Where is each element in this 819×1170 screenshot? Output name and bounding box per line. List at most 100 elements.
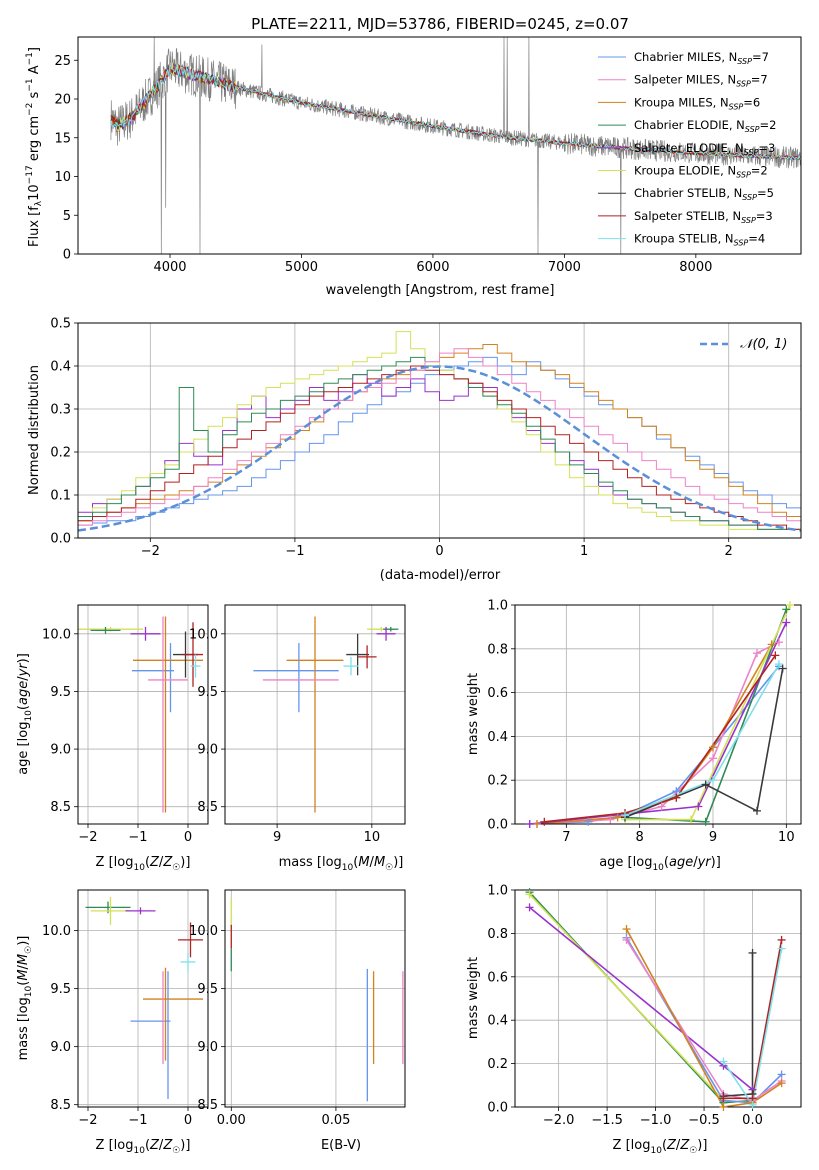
x-tick-label: −1	[128, 830, 147, 845]
y-tick-label: 0.3	[50, 403, 71, 418]
weight-line-7	[544, 654, 776, 823]
errorbar-point-1	[90, 896, 131, 925]
y-tick-label: 0.0	[487, 818, 508, 833]
x-tick-label: −2	[141, 544, 160, 559]
grid-lines	[225, 890, 405, 1107]
y-tick-label: 0.0	[487, 1101, 508, 1116]
age-vs-mass-x-label: mass [log10(M/M☉)]	[279, 855, 404, 873]
y-tick-label: 10.0	[42, 924, 71, 939]
spectrum-title: PLATE=2211, MJD=53786, FIBERID=0245, z=0…	[251, 15, 629, 33]
y-tick-label: 0.4	[50, 360, 71, 375]
x-tick-label: 1	[580, 544, 588, 559]
histogram-legend: 𝒩(0, 1)	[700, 337, 787, 352]
weight-vs-age-x-label: age [log10(age/yr)]	[599, 855, 721, 873]
histogram-step-6	[78, 348, 801, 526]
plus-marker	[584, 817, 593, 826]
plus-marker	[687, 815, 695, 824]
mass-vs-ebv-x-label: E(B-V)	[321, 1138, 361, 1153]
y-tick-label: 0.8	[487, 927, 508, 942]
plus-marker	[775, 660, 783, 669]
axes-frame	[224, 604, 406, 825]
y-tick-label: 0.6	[487, 686, 508, 701]
plus-marker	[701, 780, 710, 789]
axes-frame	[77, 36, 802, 255]
x-tick-label: −2	[78, 830, 97, 845]
errorbar-point-9	[357, 645, 377, 669]
legend-label-7: Salpeter STELIB, NSSP=3	[634, 209, 773, 225]
weight-line-2	[528, 906, 754, 1091]
x-tick-label: 4000	[153, 260, 186, 275]
plus-marker	[606, 815, 615, 824]
errorbar-point-10	[183, 622, 203, 687]
plus-marker	[782, 605, 791, 614]
y-tick-label: 15	[54, 131, 71, 146]
y-tick-label: 0.4	[487, 730, 508, 745]
legend-label-3: Chabrier ELODIE, NSSP=2	[634, 118, 776, 134]
legend-label-5: Kroupa ELODIE, NSSP=2	[634, 164, 768, 180]
data-layer	[253, 616, 399, 813]
y-tick-label: 0.8	[487, 642, 508, 657]
mass-vs-z-x-label: Z [log10(Z/Z☉)]	[96, 1138, 191, 1156]
histogram-plot-area: −2 −1 0 1 2 0.0 0.1 0.2 0.3 0.4 0.5	[50, 317, 802, 559]
weight-line-5	[625, 928, 783, 1107]
mass-vs-ebv-plot-area: 0.00 0.05 8.5 9.0 9.5 10.0	[189, 889, 406, 1128]
mass-vs-ebv-panel: 0.00 0.05 8.5 9.0 9.5 10.0 E(B-V)	[189, 889, 406, 1153]
plus-marker	[786, 601, 794, 609]
y-tick-label: 9.5	[197, 685, 218, 700]
legend-label-0: Chabrier MILES, NSSP=7	[634, 50, 769, 66]
y-tick-label: 0.6	[487, 970, 508, 985]
x-tick-label: −0.5	[688, 1113, 720, 1128]
spectrum-plot-area: 4000 5000 6000 7000 8000 0 5 10 15 20 25	[54, 36, 802, 275]
y-tick-label: 20	[54, 93, 71, 108]
plus-marker	[748, 948, 757, 957]
y-tick-label: 0.2	[487, 1057, 508, 1072]
legend-label-6: Chabrier STELIB, NSSP=5	[634, 186, 774, 202]
x-tick-label: 8	[636, 830, 644, 845]
weight-vs-age-plot-area: 7 8 9 10 0.0 0.2 0.4 0.6 0.8 1.0	[487, 599, 802, 845]
weight-vs-z-y-label: mass weight	[466, 957, 481, 1039]
y-tick-label: 9.5	[50, 685, 71, 700]
y-tick-label: 9.0	[197, 1040, 218, 1055]
age-vs-z-x-label: Z [log10(Z/Z☉)]	[96, 855, 191, 873]
errorbar-point-2	[130, 626, 161, 641]
plus-marker	[622, 925, 631, 934]
age-vs-mass-plot-area: 9 10 8.5 9.0 9.5 10.0	[189, 604, 406, 845]
plus-marker	[672, 793, 681, 802]
x-tick-label: 9	[273, 830, 281, 845]
y-tick-label: 0.5	[50, 317, 71, 332]
weight-line-4	[529, 622, 788, 824]
x-tick-label: 0.00	[217, 1113, 246, 1128]
legend-label-4: Salpeter ELODIE, NSSP=3	[634, 141, 775, 157]
plus-marker	[525, 820, 534, 828]
x-tick-label: 8000	[679, 260, 712, 275]
plus-marker	[719, 1103, 728, 1111]
x-tick-label: −1.5	[591, 1113, 623, 1128]
plus-marker	[777, 935, 786, 944]
y-tick-label: 10.0	[42, 627, 71, 642]
mass-vs-z-plot-area: −2 −1 0 8.5 9.0 9.5 10.0	[42, 889, 209, 1128]
histogram-y-label: Normed distribution	[27, 365, 42, 495]
y-tick-label: 9.0	[197, 743, 218, 758]
weight-vs-z-x-label: Z [log10(Z/Z☉)]	[613, 1138, 708, 1156]
weight-line-1	[536, 641, 780, 824]
y-tick-label: 0.4	[487, 1014, 508, 1029]
histogram-panel: −2 −1 0 1 2 0.0 0.1 0.2 0.3 0.4 0.5 (data-model)/e…	[27, 317, 802, 583]
data-layer	[110, 37, 801, 254]
x-tick-label: 7000	[548, 260, 581, 275]
x-tick-label: 10	[778, 830, 795, 845]
x-tick-label: −2.0	[543, 1113, 575, 1128]
age-vs-mass-panel: 9 10 8.5 9.0 9.5 10.0 mass [log10(M/M☉)]	[189, 604, 406, 873]
y-tick-label: 9.0	[50, 1040, 71, 1055]
age-vs-z-plot-area: −2 −1 0 8.5 9.0 9.5 10.0	[42, 604, 209, 845]
x-tick-label: 0.0	[742, 1113, 763, 1128]
x-tick-label: 10	[364, 830, 381, 845]
data-layer	[78, 616, 203, 813]
weight-vs-z-plot-area: −2.0 −1.5 −1.0 −0.5 0.0 0.0 0.2 0.4 0.6 0.8 1.0	[487, 884, 802, 1128]
weight-line-6	[723, 952, 754, 1097]
normal-reference-curve	[78, 365, 801, 532]
x-tick-label: −2	[78, 1113, 97, 1128]
plus-marker	[767, 640, 776, 649]
y-tick-label: 1.0	[487, 884, 508, 899]
y-tick-label: 0.2	[50, 446, 71, 461]
